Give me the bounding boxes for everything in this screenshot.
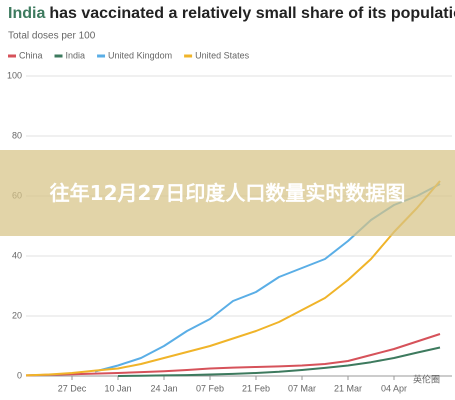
watermark: 英伦圈 — [413, 373, 440, 384]
x-tick-label: 07 Feb — [196, 383, 224, 393]
y-tick-label: 40 — [12, 250, 22, 260]
series-line — [25, 180, 441, 377]
subtitle: Total doses per 100 — [8, 31, 96, 42]
legend-label: United Kingdom — [108, 50, 172, 60]
x-tick-label: 24 Jan — [150, 383, 177, 393]
x-tick-label: 21 Mar — [334, 383, 362, 393]
series-line — [25, 333, 441, 377]
x-tick-label: 27 Dec — [58, 383, 87, 393]
y-tick-label: 80 — [12, 130, 22, 140]
x-tick-label: 04 Apr — [381, 383, 407, 393]
x-tick-label: 07 Mar — [288, 383, 316, 393]
y-tick-label: 0 — [17, 370, 22, 380]
title-rest: has vaccinated a relatively small share … — [49, 5, 455, 22]
banner: 往年12月27日印度人口数量实时数据图 — [0, 150, 455, 236]
y-tick-label: 20 — [12, 310, 22, 320]
x-tick-label: 21 Feb — [242, 383, 270, 393]
series-line — [117, 346, 441, 377]
legend-label: China — [19, 50, 43, 60]
banner-text: 往年12月27日印度人口数量实时数据图 — [49, 181, 406, 205]
legend-label: India — [66, 50, 86, 60]
x-tick-label: 10 Jan — [104, 383, 131, 393]
legend-label: United States — [195, 50, 250, 60]
title-highlight: India — [8, 5, 45, 22]
chart-title: India has vaccinated a relatively small s… — [8, 5, 455, 22]
y-tick-label: 100 — [7, 70, 22, 80]
